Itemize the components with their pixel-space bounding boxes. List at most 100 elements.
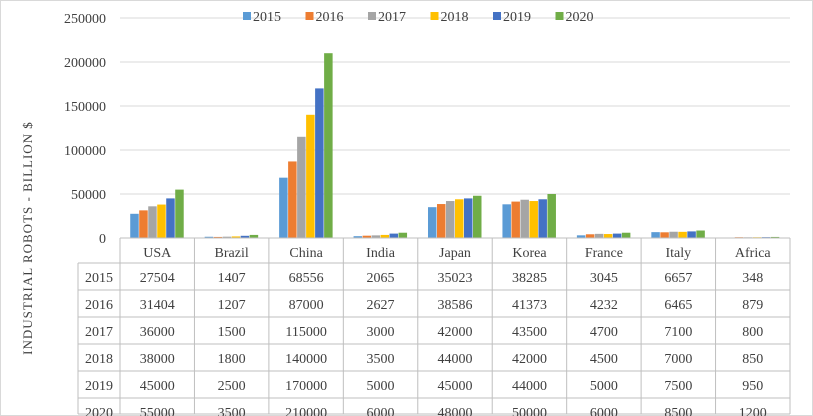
table-cell: 38586: [438, 298, 473, 313]
y-tick-label: 100000: [64, 144, 106, 159]
table-cell: 38285: [512, 271, 547, 286]
bar: [389, 233, 399, 238]
bar: [130, 213, 139, 238]
table-cell: 115000: [285, 325, 326, 340]
table-cell: 1207: [218, 298, 246, 313]
bar: [660, 232, 669, 238]
legend-swatch: [368, 12, 376, 20]
table-cell: 41373: [512, 298, 547, 313]
table-cell: 45000: [140, 379, 175, 394]
table-cell: 7000: [664, 352, 692, 367]
table-cell: 1800: [218, 352, 246, 367]
table-cell: 210000: [285, 406, 327, 416]
table-cell: 3045: [590, 271, 618, 286]
table-cell: 1500: [218, 325, 246, 340]
table-cell: 950: [742, 379, 763, 394]
table-cell: 6657: [664, 271, 692, 286]
bar: [687, 231, 696, 238]
legend-label: 2017: [378, 10, 406, 25]
bar: [306, 114, 315, 238]
legend-swatch: [555, 12, 564, 20]
table-cell: 2627: [367, 298, 395, 313]
table-cell: 43500: [512, 325, 547, 340]
bar: [502, 204, 511, 238]
bar: [529, 201, 538, 238]
table-cell: 850: [742, 352, 763, 367]
table-cell: 38000: [140, 352, 175, 367]
table-row-label: 2016: [85, 298, 113, 313]
table-cell: 27504: [140, 271, 175, 286]
legend-swatch: [493, 12, 501, 20]
table-cell: 44000: [512, 379, 547, 394]
table-cell: 6465: [664, 298, 692, 313]
bar: [464, 198, 473, 238]
bar: [437, 204, 446, 238]
bar: [139, 210, 148, 238]
bar: [538, 199, 547, 238]
bar: [678, 231, 687, 238]
y-tick-label: 250000: [64, 12, 106, 27]
table-cell: 4232: [590, 298, 618, 313]
legend-swatch: [305, 12, 314, 20]
bar: [398, 232, 408, 238]
legend-label: 2015: [253, 10, 281, 25]
bar: [520, 199, 529, 238]
table-cell: 348: [742, 271, 763, 286]
table-cell: 68556: [289, 271, 324, 286]
table-cell: 5000: [590, 379, 618, 394]
bar: [315, 88, 324, 239]
bar: [157, 204, 166, 238]
table-cell: 36000: [140, 325, 175, 340]
bar: [511, 201, 520, 238]
category-label: France: [585, 246, 623, 261]
table-row-label: 2017: [85, 325, 113, 340]
table-cell: 140000: [285, 352, 327, 367]
bar: [279, 177, 288, 238]
bar: [455, 199, 464, 238]
table-cell: 5000: [367, 379, 395, 394]
table-row-label: 2019: [85, 379, 113, 394]
table-cell: 42000: [512, 352, 547, 367]
table-cell: 44000: [438, 352, 473, 367]
table-row-label: 2015: [85, 271, 113, 286]
table-cell: 55000: [140, 406, 175, 416]
bar: [621, 232, 631, 238]
table-cell: 3500: [367, 352, 395, 367]
bar: [770, 236, 780, 238]
bar: [213, 236, 223, 238]
table-cell: 48000: [438, 406, 473, 416]
table-cell: 170000: [285, 379, 327, 394]
category-label: Italy: [666, 246, 692, 261]
data-table: USA Brazil China India Japan Korea France Italy…: [77, 237, 791, 416]
bar: [696, 230, 705, 238]
bar: [297, 136, 306, 238]
bar: [249, 234, 259, 238]
bar: [428, 207, 437, 238]
table-cell: 7100: [664, 325, 692, 340]
table-cell: 87000: [289, 298, 324, 313]
y-axis-label: INDUSTRIAL ROBOTS - BILLION $: [20, 121, 35, 355]
table-cell: 3000: [367, 325, 395, 340]
category-label: India: [366, 246, 396, 261]
bar: [175, 189, 184, 238]
bar: [576, 235, 586, 238]
legend: 2015 2016 2017 2018 2019 2020: [243, 10, 594, 25]
legend-label: 2018: [441, 10, 469, 25]
legend-label: 2016: [316, 10, 344, 25]
bar: [585, 234, 595, 238]
table-cell: 1200: [739, 406, 767, 416]
bar: [547, 194, 556, 238]
bars: [130, 53, 780, 239]
table-cell: 4700: [590, 325, 618, 340]
bar: [148, 206, 157, 238]
table-cell: 2065: [367, 271, 395, 286]
bar: [473, 195, 482, 238]
bar: [651, 232, 660, 238]
y-axis-ticks: 0 50000 100000 150000 200000 250000: [64, 12, 106, 247]
bar: [231, 236, 241, 238]
table-cell: 800: [742, 325, 763, 340]
table-cell: 1407: [218, 271, 246, 286]
table-cell: 6000: [590, 406, 618, 416]
bar: [362, 235, 372, 238]
